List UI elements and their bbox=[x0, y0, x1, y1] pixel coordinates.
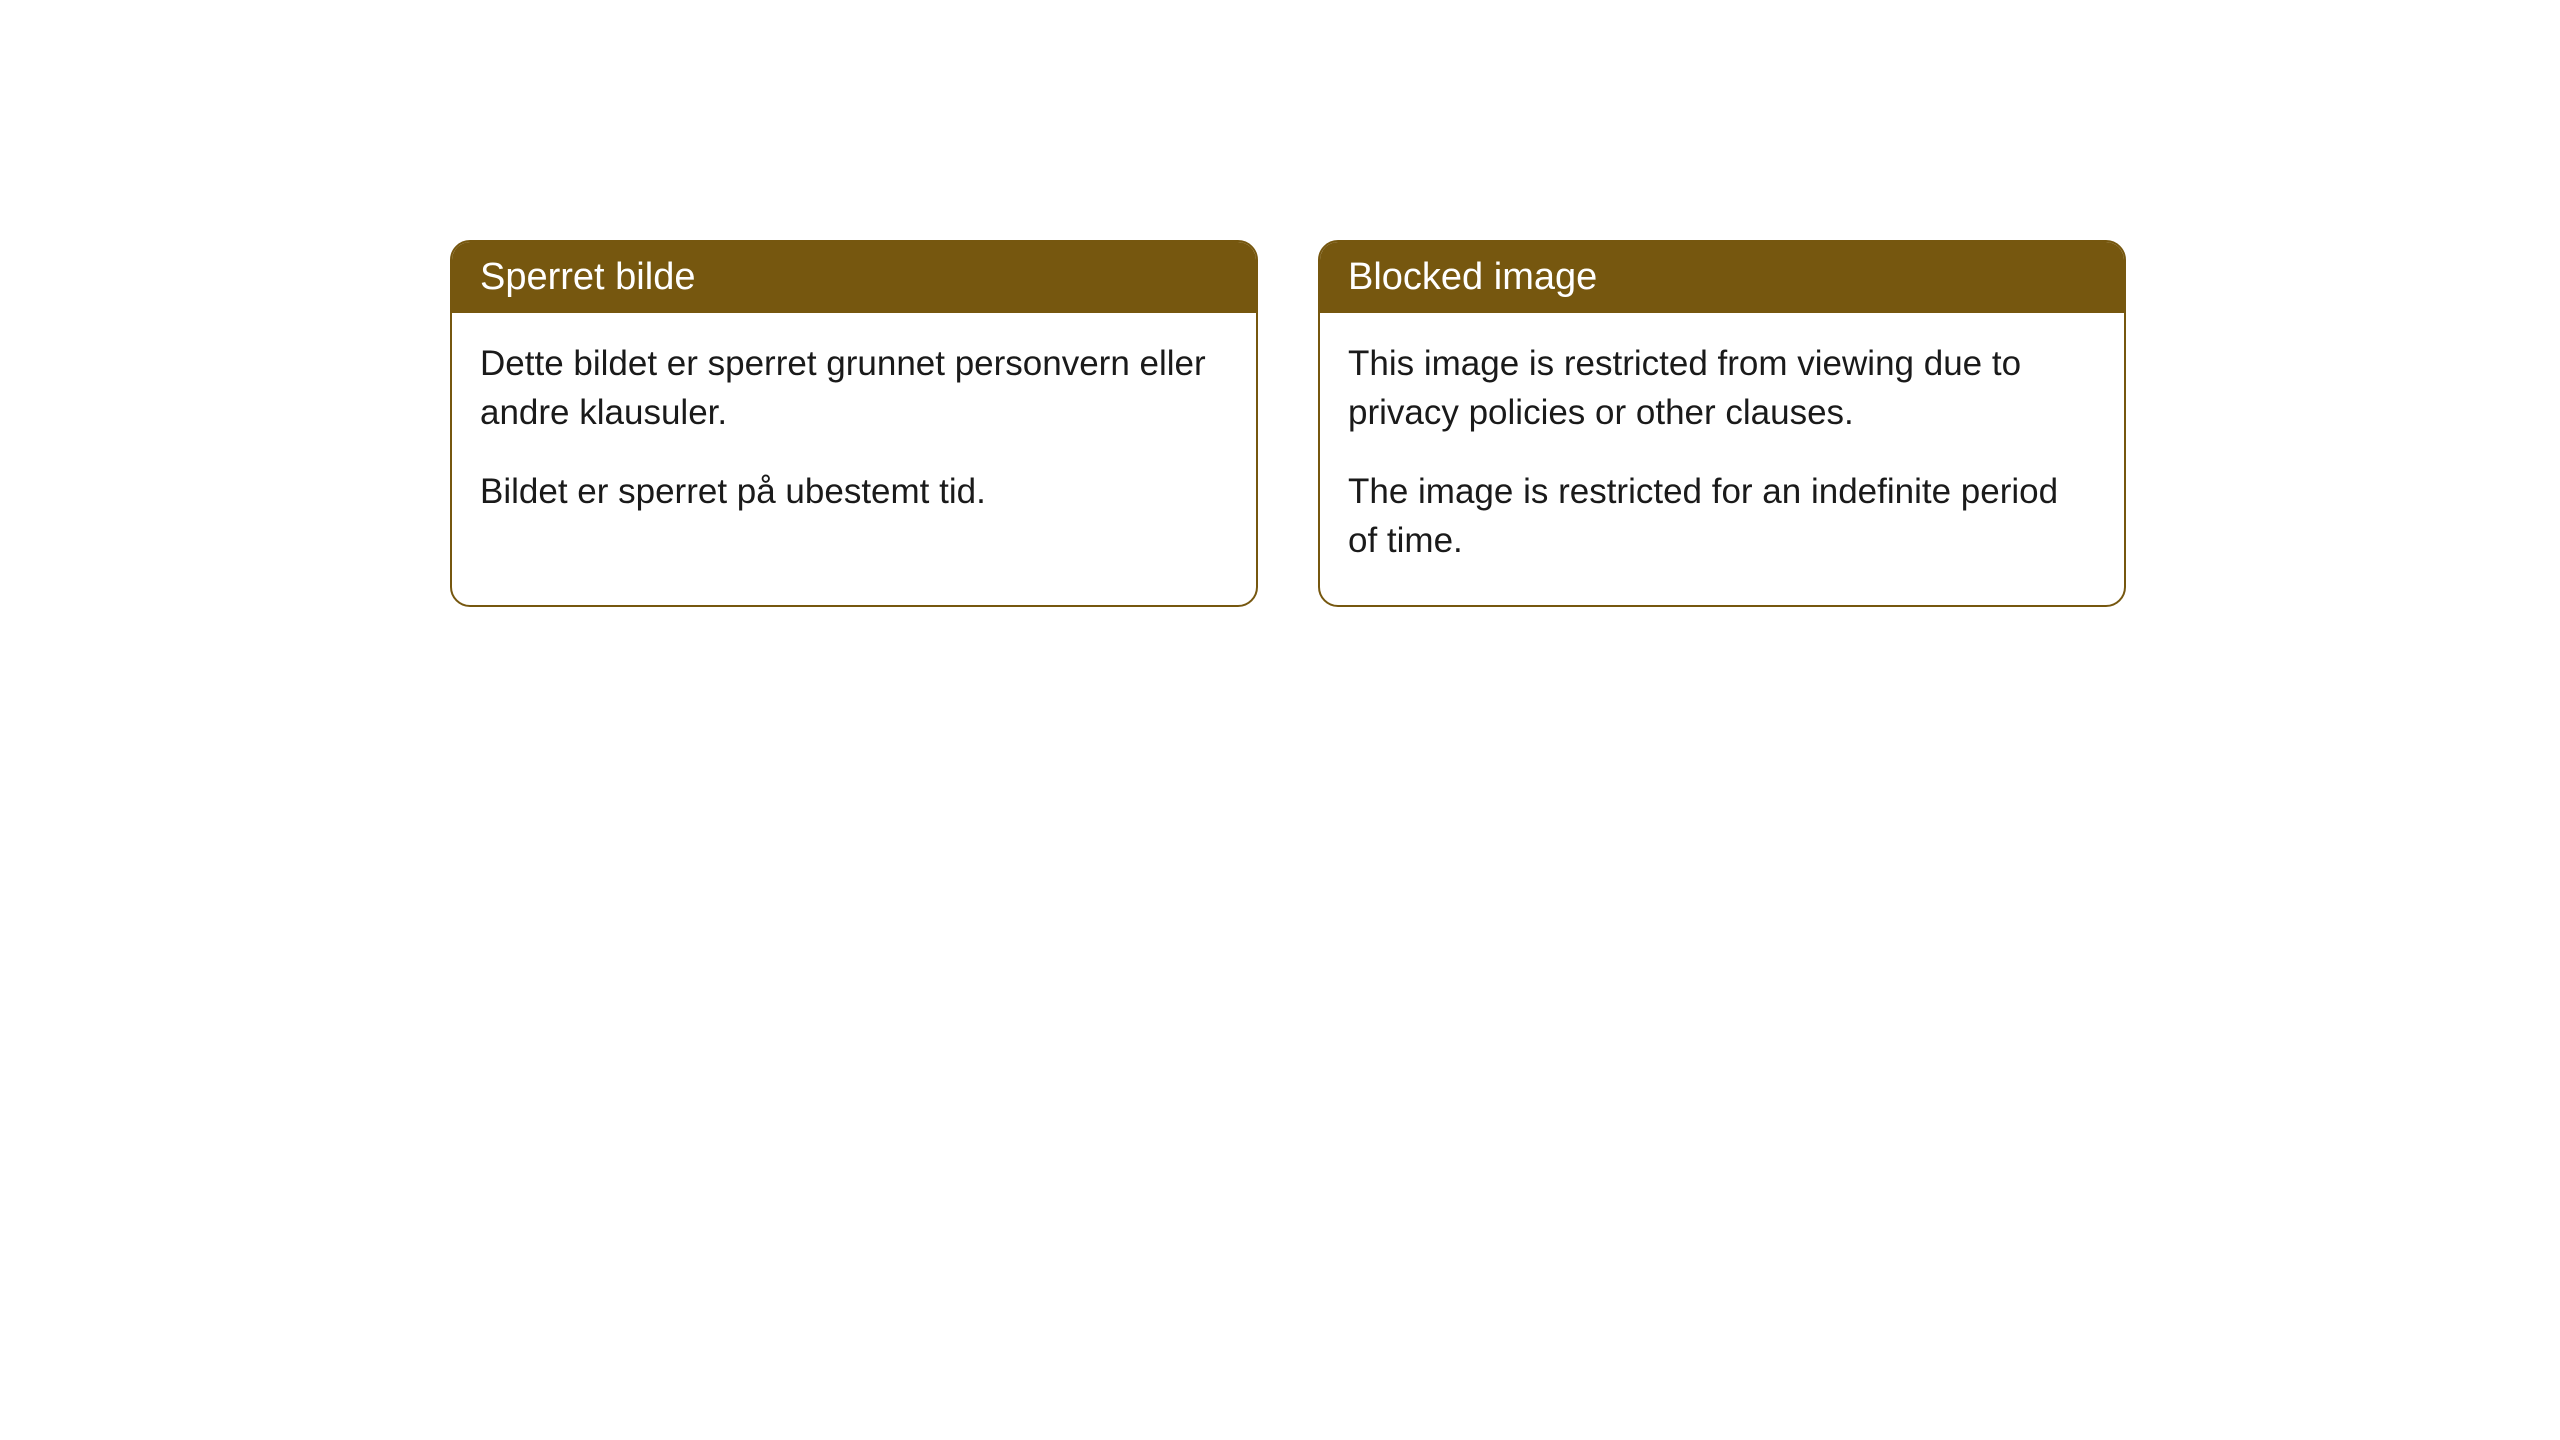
card-paragraph-1: This image is restricted from viewing du… bbox=[1348, 339, 2096, 437]
card-title: Blocked image bbox=[1348, 256, 1597, 298]
blocked-image-card-english: Blocked image This image is restricted f… bbox=[1318, 240, 2126, 607]
card-body: This image is restricted from viewing du… bbox=[1320, 313, 2124, 605]
card-paragraph-2: The image is restricted for an indefinit… bbox=[1348, 467, 2096, 565]
card-body: Dette bildet er sperret grunnet personve… bbox=[452, 313, 1256, 556]
card-header: Blocked image bbox=[1320, 242, 2124, 313]
card-title: Sperret bilde bbox=[480, 256, 695, 298]
card-paragraph-2: Bildet er sperret på ubestemt tid. bbox=[480, 467, 1228, 516]
card-header: Sperret bilde bbox=[452, 242, 1256, 313]
notice-cards-container: Sperret bilde Dette bildet er sperret gr… bbox=[450, 240, 2560, 607]
card-paragraph-1: Dette bildet er sperret grunnet personve… bbox=[480, 339, 1228, 437]
blocked-image-card-norwegian: Sperret bilde Dette bildet er sperret gr… bbox=[450, 240, 1258, 607]
